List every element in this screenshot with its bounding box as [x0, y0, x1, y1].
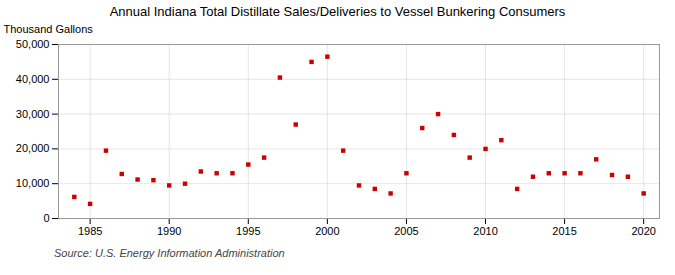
svg-text:2015: 2015	[552, 225, 576, 237]
svg-text:1990: 1990	[157, 225, 181, 237]
svg-text:40,000: 40,000	[16, 73, 50, 85]
svg-text:2020: 2020	[631, 225, 655, 237]
svg-text:1985: 1985	[78, 225, 102, 237]
svg-text:50,000: 50,000	[16, 38, 50, 50]
svg-text:2005: 2005	[394, 225, 418, 237]
svg-text:30,000: 30,000	[16, 108, 50, 120]
svg-text:Thousand Gallons: Thousand Gallons	[4, 23, 94, 35]
html-text:Source: U.S. Energy Informatio: Source: U.S. Energy Information Administ…	[54, 247, 285, 259]
svg-text:20,000: 20,000	[16, 142, 50, 154]
svg-text:1995: 1995	[236, 225, 260, 237]
svg-text:10,000: 10,000	[16, 177, 50, 189]
svg-text:0: 0	[43, 212, 49, 224]
html-text:Annual Indiana Total Distillat: Annual Indiana Total Distillate Sales/De…	[109, 4, 566, 19]
svg-text:2000: 2000	[315, 225, 339, 237]
svg-text:2010: 2010	[473, 225, 497, 237]
